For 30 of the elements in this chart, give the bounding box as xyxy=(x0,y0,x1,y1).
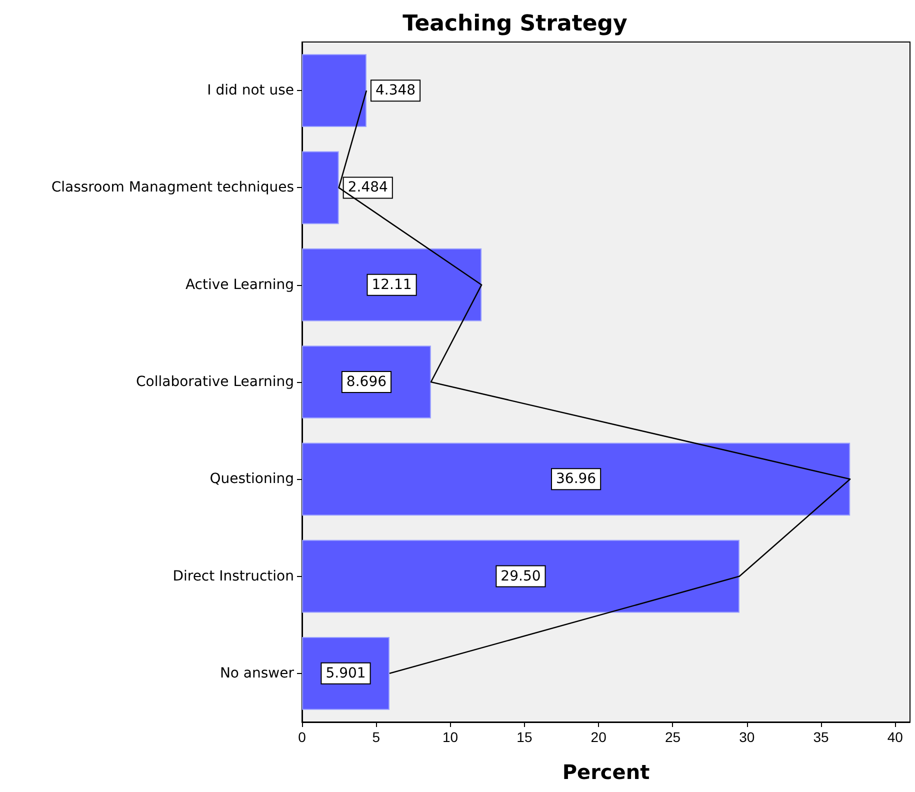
bar xyxy=(302,248,482,322)
x-tick-label: 0 xyxy=(298,729,306,745)
y-tick-label: Collaborative Learning xyxy=(136,374,294,390)
x-tick-label: 30 xyxy=(739,729,755,745)
y-tick-label: Direct Instruction xyxy=(172,568,294,584)
x-tick-label: 15 xyxy=(516,729,532,745)
y-tick-label: Active Learning xyxy=(185,276,294,293)
x-tick-label: 40 xyxy=(887,729,904,745)
data-label: 5.901 xyxy=(326,665,366,682)
bar xyxy=(302,540,740,613)
x-tick-label: 25 xyxy=(664,729,681,745)
data-label: 29.50 xyxy=(500,568,541,584)
data-label: 12.11 xyxy=(372,276,412,293)
y-tick-label: Classroom Managment techniques xyxy=(51,180,294,196)
y-tick-label: Questioning xyxy=(210,471,294,488)
x-tick-label: 5 xyxy=(372,729,380,745)
x-axis-title: Percent xyxy=(562,760,650,784)
y-tick-label: I did not use xyxy=(207,82,294,99)
chart-title: Teaching Strategy xyxy=(402,12,628,36)
data-label: 4.348 xyxy=(375,82,416,99)
data-label: 36.96 xyxy=(556,471,596,488)
data-label: 2.484 xyxy=(348,180,388,196)
y-tick-label: No answer xyxy=(220,665,294,682)
x-tick-label: 35 xyxy=(813,729,830,745)
bar xyxy=(302,151,339,224)
bar xyxy=(302,54,366,127)
x-tick-label: 20 xyxy=(590,729,607,745)
bar xyxy=(302,442,850,516)
data-label: 8.696 xyxy=(346,374,387,390)
x-tick-label: 10 xyxy=(442,729,458,745)
